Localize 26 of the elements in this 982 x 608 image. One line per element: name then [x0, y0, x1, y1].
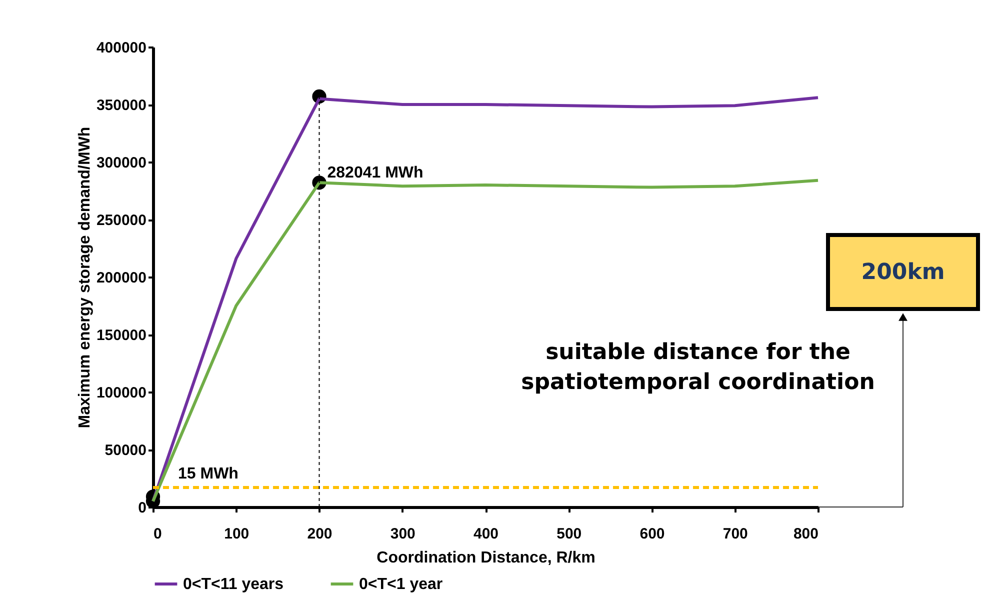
- y-tick-label: 100000: [96, 384, 146, 402]
- annotation: suitable distance for the spatiotemporal coordination: [521, 340, 875, 395]
- annotation: 282041 MWh: [327, 164, 424, 182]
- x-tick-label: 700: [722, 526, 748, 542]
- x-tick-label: 300: [390, 526, 416, 542]
- x-tick-label: 600: [640, 526, 665, 542]
- y-tick-label: 0: [138, 500, 146, 516]
- y-tick-label: 150000: [96, 327, 146, 344]
- y-axis-title: Maximum energy storage demand/MWh: [76, 126, 94, 428]
- y-tick-label: 250000: [96, 212, 146, 229]
- x-tick-label: 100: [224, 526, 250, 542]
- text: 200km: [861, 260, 945, 285]
- y-tick-label: 300000: [96, 154, 146, 172]
- y-tick-label: 50000: [104, 442, 146, 459]
- x-tick-label: 800: [793, 526, 818, 542]
- x-tick-label: 500: [556, 526, 582, 542]
- x-tick-label: 200: [307, 526, 332, 542]
- legend-label: 0<T<1 year: [359, 576, 443, 593]
- legend-label: 0<T<11 years: [183, 576, 284, 593]
- x-tick-label: 0: [154, 526, 162, 542]
- y-tick-label: 400000: [96, 40, 146, 56]
- y-tick-label: 200000: [96, 270, 146, 286]
- y-tick-label: 350000: [96, 97, 146, 114]
- x-axis-title: Coordination Distance, R/km: [376, 550, 596, 566]
- x-tick-label: 400: [473, 526, 499, 542]
- ref-line-label: 15 MWh: [178, 465, 238, 482]
